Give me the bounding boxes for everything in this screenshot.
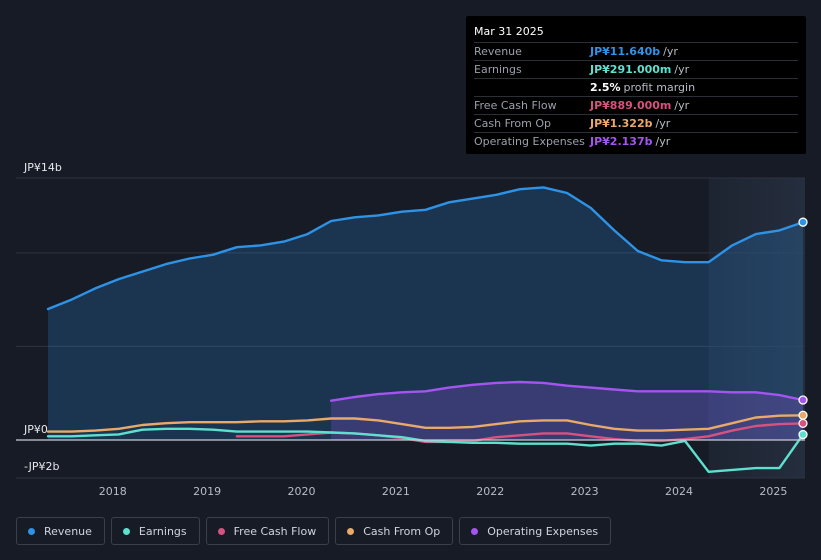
legend-label: Cash From Op (363, 524, 441, 538)
tooltip-value: JP¥2.137b (590, 135, 653, 148)
legend-dot-icon (217, 527, 225, 535)
cash-from-op-line (46, 414, 805, 433)
earnings-end-marker (798, 429, 808, 440)
legend-item-operating-expenses[interactable]: Operating Expenses (459, 517, 612, 545)
chart-legend: Revenue Earnings Free Cash Flow Cash From O… (16, 517, 612, 547)
revenue-line (46, 186, 805, 311)
data-tooltip: Mar 31 2025 Revenue JP¥11.640b/yr Earnings… (466, 16, 806, 154)
legend-label: Operating Expenses (487, 524, 599, 538)
tooltip-row-operating-expenses: Operating Expenses JP¥2.137b/yr (474, 133, 798, 150)
tooltip-value: JP¥889.000m (590, 99, 672, 112)
tooltip-label: Cash From Op (474, 117, 552, 130)
revenue-area (48, 187, 803, 440)
free-cash-flow-end-marker (798, 418, 808, 429)
earnings-line (46, 427, 805, 473)
tooltip-value: JP¥1.322b (590, 117, 653, 130)
tooltip-row-cash-from-op: Cash From Op JP¥1.322b/yr (474, 115, 798, 133)
tooltip-unit: /yr (674, 63, 690, 76)
x-tick-2023: 2023 (571, 485, 599, 498)
y-label-zero: JP¥0 (23, 423, 48, 436)
y-label-top: JP¥14b (23, 161, 62, 174)
x-tick-2019: 2019 (193, 485, 221, 498)
operating-expenses-area (331, 382, 803, 440)
tooltip-label: Revenue (474, 45, 522, 58)
x-tick-2021: 2021 (382, 485, 410, 498)
tooltip-label: Earnings (474, 63, 522, 76)
legend-dot-icon (471, 527, 479, 535)
tooltip-unit: /yr (655, 135, 671, 148)
legend-item-cash-from-op[interactable]: Cash From Op (335, 517, 454, 545)
tooltip-row-free-cash-flow: Free Cash Flow JP¥889.000m/yr (474, 97, 798, 115)
tooltip-row-profit-margin: 2.5% profit margin (474, 79, 798, 97)
tooltip-unit: /yr (674, 99, 690, 112)
legend-label: Earnings (138, 524, 187, 538)
x-tick-2022: 2022 (476, 485, 504, 498)
tooltip-unit: /yr (663, 45, 678, 58)
legend-dot-icon (122, 527, 130, 535)
operating-expenses-line (329, 380, 805, 402)
legend-item-revenue[interactable]: Revenue (16, 517, 105, 545)
tooltip-unit: /yr (655, 117, 671, 130)
tooltip-value: JP¥11.640b (590, 45, 661, 58)
tooltip-label: Free Cash Flow (474, 99, 557, 112)
tooltip-row-earnings: Earnings JP¥291.000m/yr (474, 61, 798, 79)
tooltip-value: JP¥291.000m (590, 63, 672, 76)
x-tick-2024: 2024 (665, 485, 693, 498)
tooltip-row-revenue: Revenue JP¥11.640b/yr (474, 43, 798, 61)
legend-dot-icon (347, 527, 355, 535)
legend-dot-icon (28, 527, 35, 535)
legend-label: Free Cash Flow (233, 524, 317, 538)
tooltip-unit: profit margin (623, 81, 696, 94)
x-tick-2025: 2025 (759, 485, 787, 498)
cash-from-op-end-marker (798, 410, 808, 420)
operating-expenses-end-marker (798, 395, 808, 405)
x-tick-2020: 2020 (288, 485, 316, 498)
tooltip-label: Operating Expenses (474, 135, 585, 148)
revenue-end-marker (798, 217, 808, 227)
legend-item-free-cash-flow[interactable]: Free Cash Flow (205, 517, 330, 545)
x-tick-2018: 2018 (99, 485, 127, 498)
legend-label: Revenue (44, 524, 92, 538)
y-label-bottom: -JP¥2b (24, 460, 59, 473)
tooltip-value: 2.5% (590, 81, 621, 94)
tooltip-date: Mar 31 2025 (474, 23, 798, 43)
legend-item-earnings[interactable]: Earnings (110, 517, 200, 545)
tooltip-label (474, 79, 590, 96)
